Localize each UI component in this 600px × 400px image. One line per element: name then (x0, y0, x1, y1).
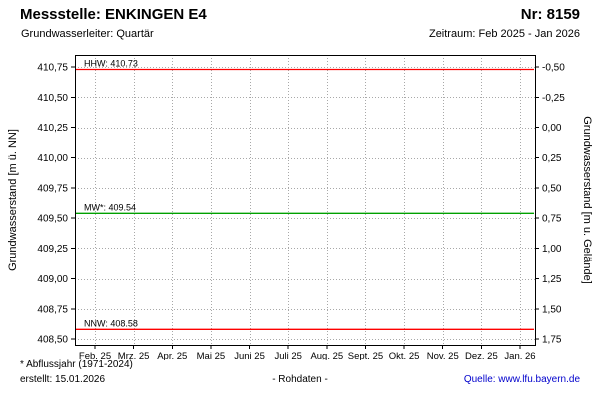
x-tick-label: Mai 25 (197, 351, 226, 360)
footer: erstellt: 15.01.2026 - Rohdaten - Quelle… (20, 374, 580, 385)
x-tick-label: Jan. 26 (504, 351, 535, 360)
x-tick-label: Feb. 25 (79, 351, 111, 360)
y-tick-label-right: 1,75 (542, 334, 562, 345)
y-tick-label-right: -0,25 (542, 93, 565, 104)
y-tick-label-right: 1,50 (542, 304, 562, 315)
x-tick-label: Dez. 25 (465, 351, 498, 360)
y-tick-label-left: 409,75 (37, 183, 68, 194)
x-tick-label: Sept. 25 (348, 351, 383, 360)
created-label: erstellt: 15.01.2026 (20, 374, 106, 385)
station-number: Nr: 8159 (520, 6, 580, 23)
y-tick-label-right: 1,00 (542, 244, 562, 255)
source-link[interactable]: Quelle: www.lfu.bayern.de (463, 374, 581, 385)
x-tick-label: Juli 25 (274, 351, 301, 360)
y-tick-label-left: 410,00 (37, 153, 68, 164)
header: Messstelle: ENKINGEN E4 Nr: 8159 (20, 6, 580, 23)
aquifer-label: Grundwasserleiter: Quartär (21, 28, 154, 40)
plot-frame (75, 55, 536, 346)
x-tick-label: Aug. 25 (310, 351, 343, 360)
reference-line-label-mw: MW*: 409.54 (84, 202, 136, 212)
y-tick-label-left: 408,75 (37, 304, 68, 315)
y-tick-label-right: 0,25 (542, 153, 562, 164)
y-tick-label-right: 0,75 (542, 214, 562, 225)
page-title: Messstelle: ENKINGEN E4 (20, 6, 207, 23)
y-tick-label-right: 0,50 (542, 183, 562, 194)
x-tick-label: Okt. 25 (389, 351, 420, 360)
x-tick-label: Juni 25 (234, 351, 265, 360)
y-tick-label-right: -0,50 (542, 63, 565, 74)
right-axis-title: Grundwasserstand [m u. Gelände] (581, 116, 593, 284)
y-tick-label-left: 408,50 (37, 334, 68, 345)
x-tick-label: Mrz. 25 (118, 351, 150, 360)
y-tick-label-left: 410,75 (37, 63, 68, 74)
period-label: Zeitraum: Feb 2025 - Jan 2026 (428, 28, 580, 40)
left-axis-title: Grundwasserstand [m ü. NN] (7, 129, 19, 271)
footnote-abflussjahr: * Abflussjahr (1971-2024) (20, 359, 133, 370)
y-tick-label-left: 409,50 (37, 214, 68, 225)
reference-line-label-hhw: HHW: 410.73 (84, 59, 138, 69)
rohdaten-label: - Rohdaten - (272, 374, 328, 385)
y-tick-label-left: 409,25 (37, 244, 68, 255)
y-tick-label-right: 1,25 (542, 274, 562, 285)
reference-line-label-nnw: NNW: 408.58 (84, 318, 138, 328)
x-tick-label: Nov. 25 (427, 351, 459, 360)
subheader: Grundwasserleiter: Quartär Zeitraum: Feb… (21, 28, 580, 40)
y-tick-label-left: 409,00 (37, 274, 68, 285)
x-tick-label: Apr. 25 (157, 351, 187, 360)
y-tick-label-left: 410,50 (37, 93, 68, 104)
y-tick-label-left: 410,25 (37, 123, 68, 134)
chart-plot: 410,75 410,50 410,25 410,00 409,75 409,50 409,… (37, 55, 565, 360)
y-tick-label-right: 0,00 (542, 123, 562, 134)
